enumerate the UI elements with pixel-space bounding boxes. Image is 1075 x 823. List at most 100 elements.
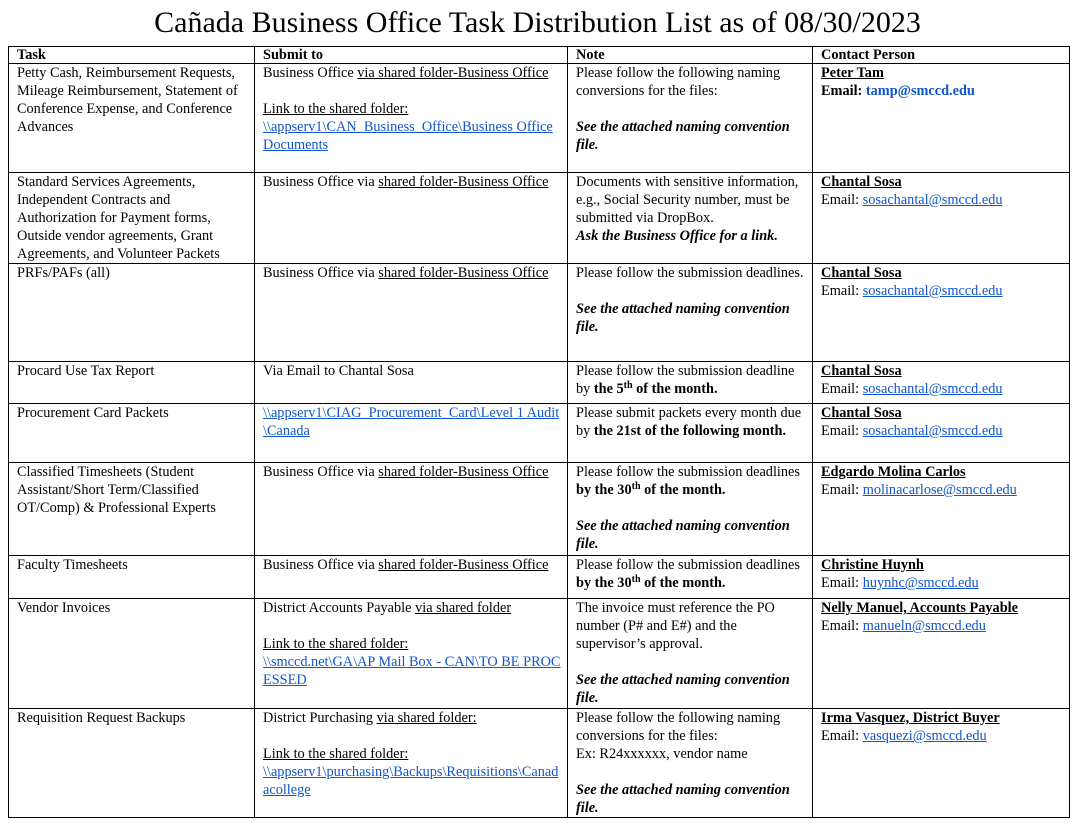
text: Link to the shared folder:	[263, 746, 409, 762]
link[interactable]: huynhc@smccd.edu	[862, 575, 979, 591]
text: via shared folder-Business Office	[357, 65, 549, 81]
text-line: \\appserv1\purchasing\Backups\Requisitio…	[263, 763, 561, 799]
text-line: See the attached naming convention file.	[576, 671, 806, 707]
submit-cell: Business Office via shared folder-Busine…	[254, 172, 568, 264]
text-line: \\smccd.net\GA\AP Mail Box - CAN\TO BE P…	[263, 653, 561, 689]
text: District Purchasing	[263, 710, 377, 726]
text-line: Chantal Sosa	[821, 174, 1063, 192]
task-cell: PRFs/PAFs (all)	[8, 263, 255, 362]
link[interactable]: molinacarlose@smccd.edu	[862, 482, 1017, 498]
submit-cell: Business Office via shared folder-Busine…	[254, 263, 568, 362]
paragraph: Chantal Sosa Email: sosachantal@smccd.edu	[821, 265, 1063, 301]
text: District Accounts Payable	[263, 600, 416, 616]
text: Email:	[821, 423, 863, 439]
text: th	[631, 574, 641, 585]
text: Nelly Manuel, Accounts Payable	[821, 600, 1018, 616]
column-header: Note	[567, 46, 813, 64]
column-header: Contact Person	[812, 46, 1070, 64]
task-cell: Vendor Invoices	[8, 598, 255, 709]
link[interactable]: vasquezi@smccd.edu	[862, 728, 987, 744]
paragraph: Via Email to Chantal Sosa	[263, 363, 561, 381]
task-cell: Faculty Timesheets	[8, 555, 255, 599]
paragraph: Please submit packets every month due by…	[576, 405, 806, 441]
text: Please follow the following naming conve…	[576, 65, 781, 99]
contact-cell: Chantal Sosa Email: sosachantal@smccd.edu	[812, 263, 1070, 362]
link[interactable]: \\appserv1\CAN_Business_Office\Business …	[263, 119, 553, 153]
text: Chantal Sosa	[821, 405, 902, 421]
contact-cell: Irma Vasquez, District Buyer Email: vasqu…	[812, 708, 1070, 818]
text: Chantal Sosa	[821, 174, 902, 190]
text-line: Procurement Card Packets	[17, 405, 248, 423]
text: Business Office via	[263, 265, 379, 281]
note-cell: Documents with sensitive information, e.…	[567, 172, 813, 264]
note-cell: Please follow the submission deadline by…	[567, 361, 813, 404]
table-row: Faculty Timesheets Business Office via sh…	[8, 555, 1070, 599]
paragraph: Please follow the following naming conve…	[576, 710, 806, 764]
text-line: Email: tamp@smccd.edu	[821, 82, 1063, 100]
paragraph: Procurement Card Packets	[17, 405, 248, 423]
link[interactable]: sosachantal@smccd.edu	[862, 192, 1003, 208]
text-line: District Purchasing via shared folder:	[263, 710, 561, 728]
paragraph: Nelly Manuel, Accounts Payable Email: man…	[821, 600, 1063, 636]
note-cell: Please submit packets every month due by…	[567, 403, 813, 463]
text: See the attached naming convention file.	[576, 782, 790, 816]
contact-cell: Chantal Sosa Email: sosachantal@smccd.edu	[812, 361, 1070, 404]
text: Ask the Business Office for a link.	[576, 228, 778, 244]
link[interactable]: sosachantal@smccd.edu	[862, 423, 1003, 439]
column-header: Task	[8, 46, 255, 64]
link[interactable]: \\smccd.net\GA\AP Mail Box - CAN\TO BE P…	[263, 654, 561, 688]
text: Ex: R24xxxxxx, vendor name	[576, 746, 748, 762]
text-line: Business Office via shared folder-Busine…	[263, 265, 561, 283]
submit-cell: \\appserv1\CIAG_Procurement_Card\Level 1…	[254, 403, 568, 463]
contact-cell: Nelly Manuel, Accounts Payable Email: man…	[812, 598, 1070, 709]
text: shared folder-Business Office	[378, 464, 549, 480]
paragraph: Christine Huynh Email: huynhc@smccd.edu	[821, 557, 1063, 593]
table-row: Requisition Request Backups District Purc…	[8, 708, 1070, 818]
text-line: The invoice must reference the PO number…	[576, 600, 806, 654]
paragraph: See the attached naming convention file.	[576, 517, 806, 553]
table-row: Procurement Card Packets \\appserv1\CIAG_…	[8, 403, 1070, 463]
text-line: Email: sosachantal@smccd.edu	[821, 191, 1063, 209]
text: Link to the shared folder:	[263, 636, 409, 652]
paragraph: Classified Timesheets (Student Assistant…	[17, 464, 248, 518]
submit-cell: Business Office via shared folder-Busine…	[254, 462, 568, 556]
text-line: See the attached naming convention file.	[576, 517, 806, 553]
link[interactable]: \\appserv1\purchasing\Backups\Requisitio…	[263, 764, 559, 798]
link[interactable]: \\appserv1\CIAG_Procurement_Card\Level 1…	[263, 405, 560, 439]
text: Business Office via	[263, 557, 379, 573]
contact-cell: Chantal Sosa Email: sosachantal@smccd.edu	[812, 403, 1070, 463]
text-line: Classified Timesheets (Student Assistant…	[17, 464, 248, 518]
paragraph: PRFs/PAFs (all)	[17, 265, 248, 283]
text: Please follow the submission deadlines	[576, 557, 800, 573]
paragraph: Please follow the submission deadlines.	[576, 265, 806, 283]
text-line: See the attached naming convention file.	[576, 781, 806, 817]
contact-cell: Peter Tam Email: tamp@smccd.edu	[812, 63, 1070, 173]
text-line: Please follow the submission deadlines b…	[576, 464, 806, 500]
text: the 5	[593, 381, 624, 397]
text: tamp@smccd.edu	[865, 83, 975, 99]
text: Email:	[821, 728, 863, 744]
task-table: Task Submit to Note Contact Person Petty Ca…	[8, 46, 1070, 818]
link[interactable]: sosachantal@smccd.edu	[862, 381, 1003, 397]
note-cell: Please follow the following naming conve…	[567, 708, 813, 818]
link[interactable]: manueln@smccd.edu	[862, 618, 986, 634]
paragraph: Please follow the submission deadlines b…	[576, 464, 806, 500]
text-line: Requisition Request Backups	[17, 710, 248, 728]
contact-cell: Edgardo Molina Carlos Email: molinacarlos…	[812, 462, 1070, 556]
text-line: Nelly Manuel, Accounts Payable	[821, 600, 1063, 618]
text-line: Chantal Sosa	[821, 405, 1063, 423]
paragraph: Business Office via shared folder-Busine…	[263, 65, 561, 83]
task-cell: Requisition Request Backups	[8, 708, 255, 818]
paragraph: Irma Vasquez, District Buyer Email: vasqu…	[821, 710, 1063, 746]
link[interactable]: sosachantal@smccd.edu	[862, 283, 1003, 299]
text-line: Vendor Invoices	[17, 600, 248, 618]
text: Email:	[821, 283, 863, 299]
contact-cell: Chantal Sosa Email: sosachantal@smccd.edu	[812, 172, 1070, 264]
text-line: See the attached naming convention file.	[576, 300, 806, 336]
paragraph: See the attached naming convention file.	[576, 300, 806, 336]
table-row: Vendor Invoices District Accounts Payable…	[8, 598, 1070, 709]
table-body: Petty Cash, Reimbursement Requests, Mile…	[8, 63, 1070, 818]
text: Link to the shared folder:	[263, 101, 409, 117]
text-line: Email: sosachantal@smccd.edu	[821, 380, 1063, 398]
text: Business Office via	[263, 464, 379, 480]
